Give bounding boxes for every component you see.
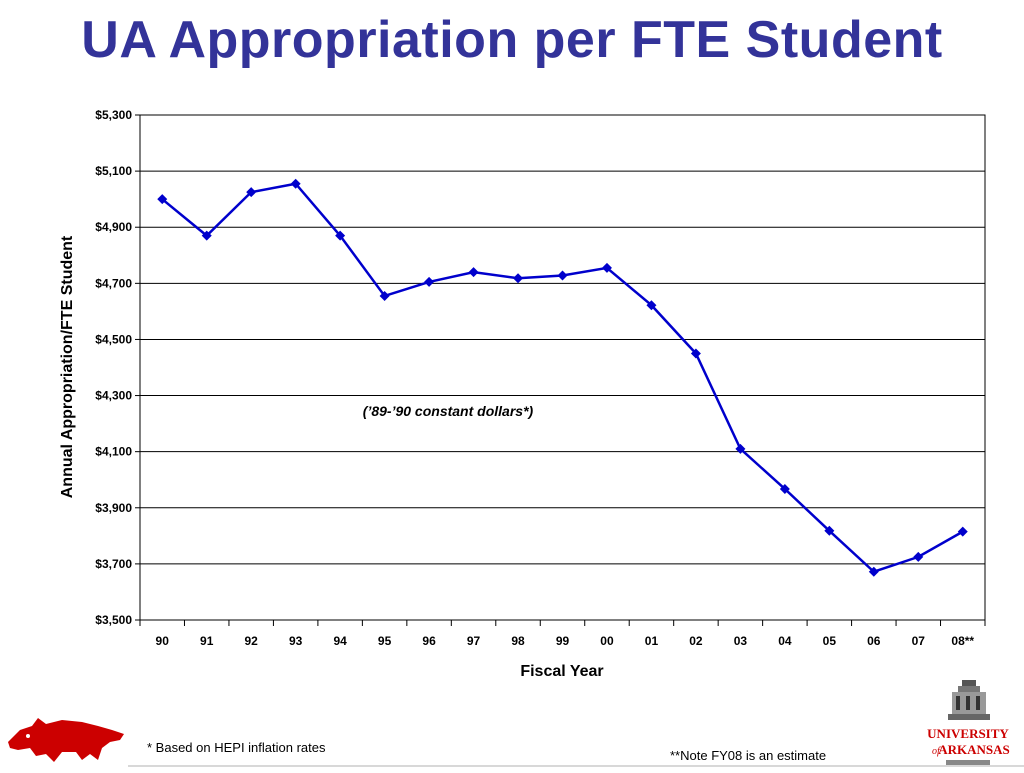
x-axis-label: Fiscal Year <box>520 663 603 680</box>
data-point-marker <box>779 483 790 494</box>
y-tick-label: $4,100 <box>95 445 132 459</box>
y-tick-label: $3,900 <box>95 501 132 515</box>
y-tick-label: $4,300 <box>95 389 132 403</box>
bottom-divider <box>128 765 1024 767</box>
x-tick-label: 98 <box>511 634 525 648</box>
data-point-marker <box>379 290 390 301</box>
data-point-marker <box>557 270 568 281</box>
x-tick-label: 07 <box>912 634 926 648</box>
data-point-marker <box>957 526 968 537</box>
data-point-marker <box>201 230 212 241</box>
logo-university-text: UNIVERSITY <box>927 726 1009 741</box>
data-point-marker <box>646 300 657 311</box>
y-tick-label: $3,700 <box>95 557 132 571</box>
y-tick-label: $5,100 <box>95 164 132 178</box>
data-point-marker <box>601 262 612 273</box>
x-tick-label: 99 <box>556 634 570 648</box>
x-tick-label: 00 <box>600 634 614 648</box>
razorback-hog-icon <box>8 718 124 762</box>
data-point-marker <box>735 443 746 454</box>
x-tick-label: 02 <box>689 634 703 648</box>
x-tick-label: 96 <box>422 634 436 648</box>
x-tick-label: 05 <box>823 634 837 648</box>
footnote-estimate: **Note FY08 is an estimate <box>670 748 827 763</box>
data-point-marker <box>468 267 479 278</box>
data-point-marker <box>824 525 835 536</box>
x-tick-label: 95 <box>378 634 392 648</box>
series-markers <box>157 178 968 577</box>
x-tick-label: 04 <box>778 634 792 648</box>
x-tick-label: 92 <box>245 634 259 648</box>
x-axis-ticks: 90 91 92 93 94 95 96 97 98 99 00 01 02 03 04 05 06 07 08** <box>139 620 986 648</box>
data-point-marker <box>157 194 168 205</box>
series-line <box>161 182 964 574</box>
data-point-marker <box>913 551 924 562</box>
x-tick-label: 91 <box>200 634 214 648</box>
y-tick-label: $4,500 <box>95 332 132 346</box>
x-tick-label: 90 <box>156 634 170 648</box>
logo-of-text: of <box>932 746 941 757</box>
data-point-marker <box>335 230 346 241</box>
x-tick-label: 94 <box>333 634 347 648</box>
x-tick-label: 93 <box>289 634 303 648</box>
data-point-marker <box>424 276 435 287</box>
logo-arkansas-text: ARKANSAS <box>938 742 1010 757</box>
x-tick-label: 08** <box>951 634 974 648</box>
page-title: UA Appropriation per FTE Student <box>81 11 943 69</box>
y-tick-label: $3,500 <box>95 613 132 627</box>
y-tick-label: $4,700 <box>95 276 132 290</box>
data-point-marker <box>290 178 301 189</box>
x-tick-label: 97 <box>467 634 481 648</box>
y-tick-label: $4,900 <box>95 220 132 234</box>
x-tick-label: 06 <box>867 634 881 648</box>
data-point-marker <box>868 566 879 577</box>
plot-area <box>139 114 986 621</box>
data-point-marker <box>246 187 257 198</box>
y-tick-label: $5,300 <box>95 108 132 122</box>
footnote-inflation: * Based on HEPI inflation rates <box>147 740 326 755</box>
old-main-building-icon: UNIVERSITY of ARKANSAS <box>927 680 1010 766</box>
data-point-marker <box>513 273 524 284</box>
chart-annotation: (’89-’90 constant dollars*) <box>363 403 534 419</box>
data-point-marker <box>690 348 701 359</box>
x-tick-label: 03 <box>734 634 748 648</box>
university-logo: UNIVERSITY of ARKANSAS <box>918 676 1018 773</box>
grid-lines <box>140 114 985 621</box>
y-axis-ticks: $3,500 $3,700 $3,900 $4,100 $4,300 $4,500 $4,7… <box>95 108 140 627</box>
y-axis-label: Annual Appropriation/FTE Student <box>59 235 76 498</box>
x-tick-label: 01 <box>645 634 659 648</box>
